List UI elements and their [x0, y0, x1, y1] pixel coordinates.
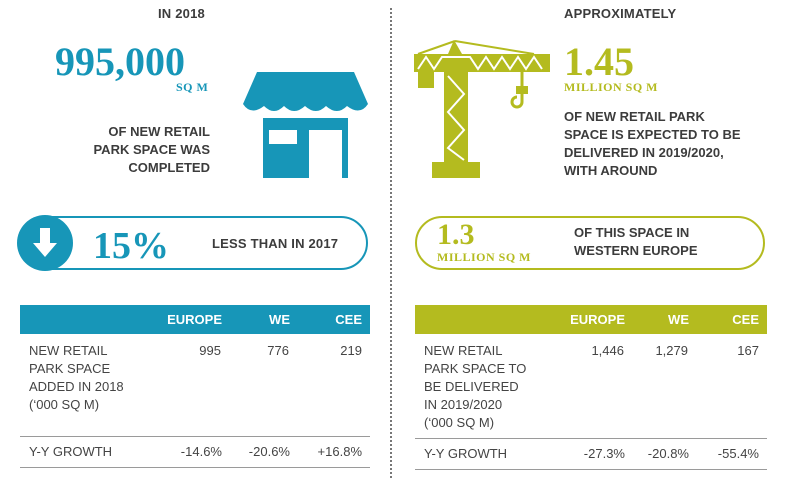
left-caption: OF NEW RETAIL PARK SPACE WAS COMPLETED — [60, 123, 210, 177]
left-row2-label: Y-Y GROWTH — [29, 444, 113, 459]
left-row1-label-line: ADDED IN 2018 — [29, 379, 124, 394]
right-pill-text-line: WESTERN EUROPE — [574, 243, 698, 258]
left-row1-label-line: PARK SPACE — [29, 361, 111, 376]
left-table-header-europe: EUROPE — [167, 312, 222, 327]
right-pill-text: OF THIS SPACE IN WESTERN EUROPE — [574, 224, 698, 260]
right-row2-cee: -55.4% — [717, 446, 759, 461]
left-row2-europe: -14.6% — [180, 444, 222, 459]
left-intro: IN 2018 — [158, 6, 205, 21]
panel-divider — [390, 8, 392, 478]
shop-icon — [243, 72, 368, 178]
left-row1-label-line: (‘000 SQ M) — [29, 397, 100, 412]
left-row2-we: -20.6% — [248, 444, 290, 459]
left-table-header: EUROPE WE CEE — [20, 305, 370, 334]
right-row1-label-line: BE DELIVERED — [424, 379, 519, 394]
right-pill — [415, 216, 765, 270]
right-caption-line: DELIVERED IN 2019/2020, — [564, 145, 724, 160]
right-pill-number: 1.3 — [437, 218, 475, 251]
right-row1-label-line: IN 2019/2020 — [424, 397, 503, 412]
left-unit: SQ M — [176, 80, 209, 94]
right-row2-label: Y-Y GROWTH — [424, 446, 508, 461]
right-row2-we: -20.8% — [647, 446, 689, 461]
right-row1-label-line: PARK SPACE TO — [424, 361, 527, 376]
down-arrow-icon — [17, 215, 73, 271]
left-row1-cee: 219 — [340, 343, 362, 358]
right-row1-we: 1,279 — [655, 343, 688, 358]
right-table-header-europe: EUROPE — [570, 312, 625, 327]
table-row: NEW RETAIL PARK SPACE TO BE DELIVERED IN… — [415, 334, 767, 439]
left-row1-label-line: NEW RETAIL — [29, 343, 108, 358]
right-caption-line: OF NEW RETAIL PARK — [564, 109, 705, 124]
right-row1-europe: 1,446 — [591, 343, 624, 358]
right-caption: OF NEW RETAIL PARK SPACE IS EXPECTED TO … — [564, 108, 784, 180]
left-caption-line: COMPLETED — [128, 160, 210, 175]
left-table-header-we: WE — [269, 312, 290, 327]
right-table-header: EUROPE WE CEE — [415, 305, 767, 334]
right-table-header-cee: CEE — [732, 312, 759, 327]
left-table-header-cell — [20, 305, 142, 334]
right-row1-label-line: NEW RETAIL — [424, 343, 503, 358]
left-table: EUROPE WE CEE NEW RETAIL PARK SPACE ADDE… — [20, 305, 370, 468]
left-pill-percent: 15% — [93, 225, 169, 267]
right-unit: MILLION SQ M — [564, 80, 659, 94]
left-row1-label: NEW RETAIL PARK SPACE ADDED IN 2018 (‘00… — [20, 334, 142, 437]
left-big-number: 995,000 — [55, 39, 185, 84]
right-row1-label-line: (‘000 SQ M) — [424, 415, 495, 430]
table-row: Y-Y GROWTH -14.6% -20.6% +16.8% — [20, 436, 370, 468]
right-row1-cee: 167 — [737, 343, 759, 358]
right-pill-unit: MILLION SQ M — [437, 250, 532, 264]
right-row1-label: NEW RETAIL PARK SPACE TO BE DELIVERED IN… — [415, 334, 537, 439]
table-row: Y-Y GROWTH -27.3% -20.8% -55.4% — [415, 438, 767, 470]
right-caption-line: WITH AROUND — [564, 163, 658, 178]
right-caption-line: SPACE IS EXPECTED TO BE — [564, 127, 741, 142]
left-pill-text: LESS THAN IN 2017 — [212, 236, 339, 251]
right-intro: APPROXIMATELY — [564, 6, 677, 21]
right-table-header-cell — [415, 305, 537, 334]
crane-icon — [414, 40, 550, 178]
right-big-number: 1.45 — [564, 39, 634, 84]
right-row2-europe: -27.3% — [583, 446, 625, 461]
left-caption-line: PARK SPACE WAS — [93, 142, 210, 157]
right-pill-text-line: OF THIS SPACE IN — [574, 225, 690, 240]
left-row2-cee: +16.8% — [317, 444, 362, 459]
left-table-header-cee: CEE — [335, 312, 362, 327]
left-caption-line: OF NEW RETAIL — [108, 124, 210, 139]
table-row: NEW RETAIL PARK SPACE ADDED IN 2018 (‘00… — [20, 334, 370, 437]
right-table: EUROPE WE CEE NEW RETAIL PARK SPACE TO B… — [415, 305, 767, 470]
right-table-header-we: WE — [668, 312, 689, 327]
left-row1-europe: 995 — [199, 343, 221, 358]
left-row1-we: 776 — [267, 343, 289, 358]
